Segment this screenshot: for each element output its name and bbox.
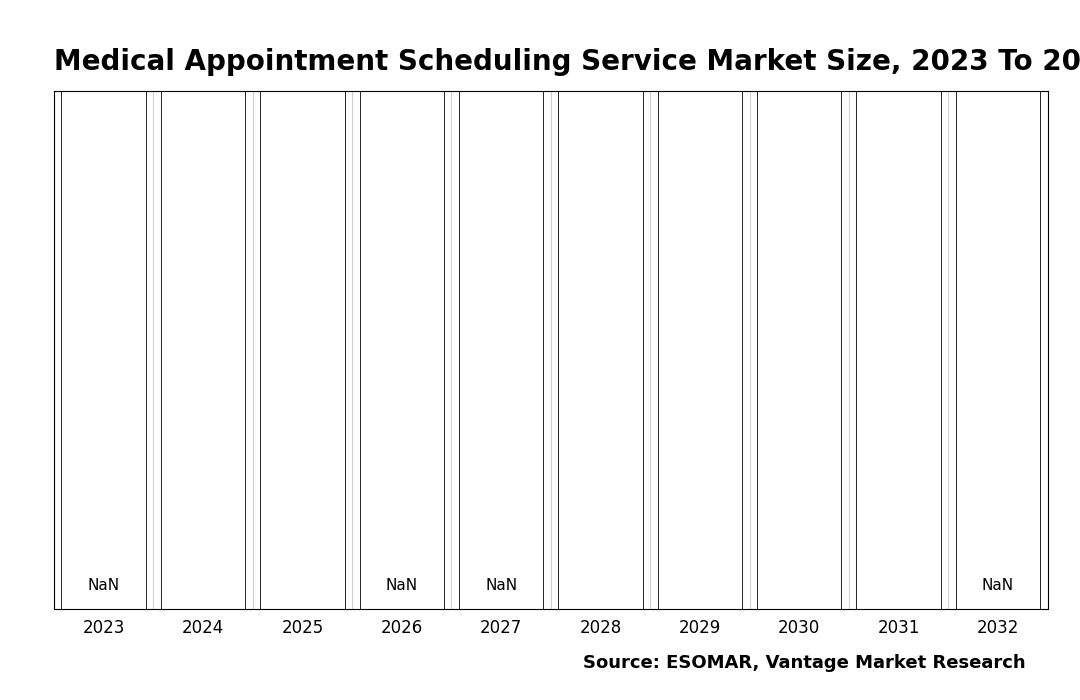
- Bar: [956, 91, 1040, 609]
- Text: NaN: NaN: [386, 578, 418, 594]
- Bar: [558, 91, 643, 609]
- Text: Medical Appointment Scheduling Service Market Size, 2023 To 2032 (USD Million): Medical Appointment Scheduling Service M…: [54, 48, 1080, 76]
- Bar: [757, 91, 841, 609]
- Text: NaN: NaN: [982, 578, 1014, 594]
- Text: NaN: NaN: [87, 578, 120, 594]
- Bar: [459, 91, 543, 609]
- Bar: [62, 91, 146, 609]
- Bar: [658, 91, 742, 609]
- Text: Source: ESOMAR, Vantage Market Research: Source: ESOMAR, Vantage Market Research: [583, 654, 1026, 672]
- Bar: [260, 91, 345, 609]
- Bar: [856, 91, 941, 609]
- Text: NaN: NaN: [485, 578, 517, 594]
- Bar: [161, 91, 245, 609]
- Bar: [360, 91, 444, 609]
